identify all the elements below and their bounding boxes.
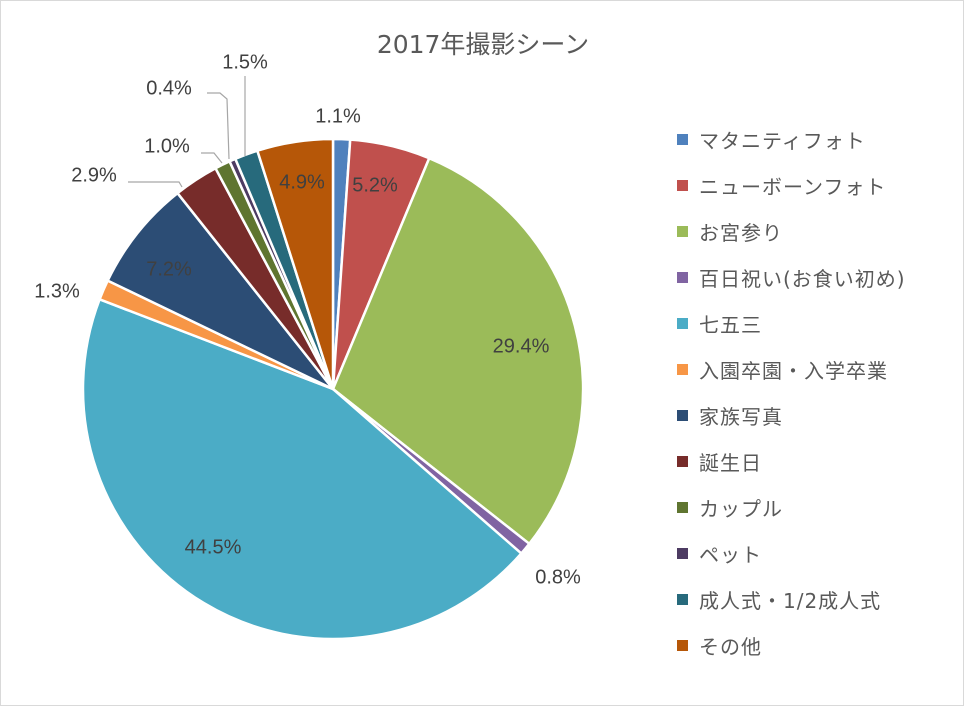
chart-title: 2017年撮影シーン: [376, 30, 590, 59]
legend-label: マタニティフォト: [699, 128, 866, 153]
legend-swatch: [677, 639, 688, 651]
legend-item: 家族写真: [677, 392, 906, 438]
legend-swatch: [677, 455, 688, 467]
legend-swatch: [677, 363, 688, 375]
legend-label: その他: [699, 634, 762, 659]
data-label: 2.9%: [71, 164, 117, 186]
legend-label: カップル: [699, 496, 783, 521]
pie-slice: [81, 298, 523, 641]
data-label: 4.9%: [279, 171, 325, 193]
pie-slice: [331, 157, 585, 546]
legend-label: ニューボーンフォト: [699, 174, 887, 199]
legend-label: 家族写真: [699, 404, 783, 429]
legend-item: お宮参り: [677, 208, 906, 254]
legend-item: 入園卒園・入学卒業: [677, 346, 906, 392]
legend-swatch: [677, 271, 688, 283]
data-label: 1.5%: [222, 51, 268, 73]
legend-label: 七五三: [699, 312, 762, 337]
data-label: 1.3%: [34, 280, 80, 302]
data-label: 1.0%: [144, 135, 190, 157]
legend-swatch: [677, 593, 688, 605]
legend: マタニティフォト ニューボーンフォト お宮参り百日祝い(お食い初め) 七五三入園卒園・…: [677, 116, 906, 668]
legend-item: 七五三: [677, 300, 906, 346]
legend-swatch: [677, 133, 688, 145]
data-label: 1.1%: [315, 105, 361, 127]
legend-swatch: [677, 409, 688, 421]
legend-label: 成人式・1/2成人式: [699, 588, 882, 613]
legend-label: お宮参り: [699, 220, 783, 245]
pie-slice: [106, 191, 335, 391]
leader-line: [128, 181, 183, 188]
legend-label: 誕生日: [699, 450, 762, 475]
legend-item: マタニティフォト: [677, 116, 906, 162]
legend-swatch: [677, 501, 688, 513]
leader-line: [207, 92, 230, 160]
data-label: 7.2%: [146, 258, 192, 280]
data-label: 29.4%: [493, 335, 550, 357]
legend-item: ペット: [677, 530, 906, 576]
data-label: 0.8%: [535, 566, 581, 588]
leader-line: [201, 152, 223, 164]
legend-item: 成人式・1/2成人式: [677, 576, 906, 622]
legend-item: カップル: [677, 484, 906, 530]
legend-item: 誕生日: [677, 438, 906, 484]
legend-swatch: [677, 225, 688, 237]
legend-label: ペット: [699, 542, 762, 567]
legend-label: 百日祝い(お食い初め): [699, 266, 906, 291]
legend-swatch: [677, 179, 688, 191]
data-label: 44.5%: [185, 536, 242, 558]
legend-label: 入園卒園・入学卒業: [699, 358, 888, 383]
legend-item: ニューボーンフォト: [677, 162, 906, 208]
data-label: 0.4%: [146, 77, 192, 99]
legend-swatch: [677, 547, 688, 559]
legend-item: 百日祝い(お食い初め): [677, 254, 906, 300]
pie-slice: [256, 137, 335, 391]
data-label: 5.2%: [352, 174, 398, 196]
legend-item: その他: [677, 622, 906, 668]
legend-swatch: [677, 317, 688, 329]
